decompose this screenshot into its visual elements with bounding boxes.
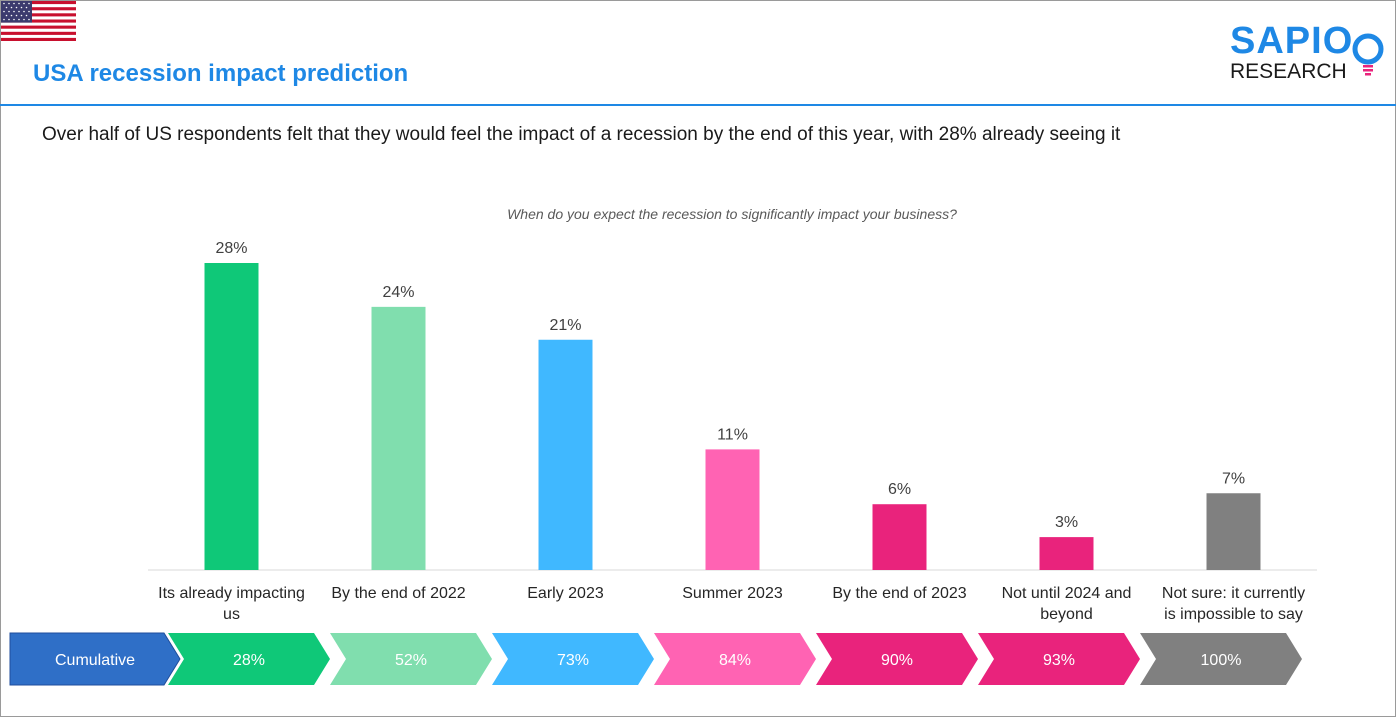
page-title: USA recession impact prediction	[33, 60, 409, 87]
bar	[204, 263, 259, 570]
bar-value-label: 24%	[382, 284, 414, 301]
lightbulb-icon	[1352, 33, 1384, 76]
logo-sub-text: RESEARCH	[1230, 60, 1347, 83]
category-label-line: Not sure: it currently	[1161, 585, 1306, 602]
chart-title: When do you expect the recession to sign…	[507, 206, 957, 222]
category-label-line: Not until 2024 and	[1001, 585, 1132, 602]
cumulative-label-chevron: Cumulative	[9, 632, 181, 686]
category-label-line: us	[223, 606, 240, 623]
chevron-shape	[9, 632, 181, 686]
category-label-line: beyond	[1040, 606, 1093, 623]
header-divider	[0, 104, 1396, 106]
chart-subtitle: Over half of US respondents felt that th…	[42, 124, 1121, 145]
cumulative-value-label: 90%	[881, 652, 913, 669]
cumulative-value-label: 100%	[1201, 652, 1242, 669]
cumulative-value-chevron: 52%	[330, 633, 492, 685]
category-label: Early 2023	[482, 583, 650, 604]
chevron-shape	[978, 633, 1140, 685]
cumulative-value-label: 93%	[1043, 652, 1075, 669]
category-label-line: is impossible to say	[1164, 606, 1303, 623]
cumulative-value-chevron: 84%	[654, 633, 816, 685]
category-label: By the end of 2023	[816, 583, 984, 604]
bar	[872, 504, 927, 570]
category-label-line: Summer 2023	[682, 585, 783, 602]
category-label: Its already impacting us	[148, 583, 316, 625]
sapio-research-logo: SAPIO RESEARCH	[1228, 20, 1388, 86]
category-label-line: By the end of 2022	[331, 585, 466, 602]
bar	[705, 449, 760, 570]
cumulative-value-label: 73%	[557, 652, 589, 669]
bar-value-label: 3%	[1055, 514, 1078, 531]
bar-value-label: 28%	[215, 240, 247, 257]
bar-value-label: 21%	[549, 317, 581, 334]
bar-value-label: 6%	[888, 481, 911, 498]
chevron-shape	[1140, 633, 1302, 685]
category-label: Summer 2023	[649, 583, 817, 604]
cumulative-value-chevron: 90%	[816, 633, 978, 685]
chevron-shape	[816, 633, 978, 685]
chevron-shape	[330, 633, 492, 685]
cumulative-value-chevron: 28%	[168, 633, 330, 685]
chevron-shape	[492, 633, 654, 685]
cumulative-value-label: 28%	[233, 652, 265, 669]
category-label-line: By the end of 2023	[832, 585, 967, 602]
category-label-line: Its already impacting	[158, 585, 305, 602]
bar-value-label: 11%	[717, 426, 748, 443]
cumulative-value-label: 52%	[395, 652, 427, 669]
us-flag-icon	[1, 1, 76, 41]
category-label: Not until 2024 and beyond	[983, 583, 1151, 625]
bar	[1206, 493, 1261, 570]
category-label-line: Early 2023	[527, 585, 604, 602]
bar	[1039, 537, 1094, 570]
logo-main-text: SAPIO	[1230, 20, 1354, 62]
cumulative-value-chevron: 100%	[1140, 633, 1302, 685]
cumulative-value-chevron: 93%	[978, 633, 1140, 685]
bar	[538, 339, 593, 570]
bar-value-label: 7%	[1222, 470, 1245, 487]
chevron-shape	[168, 633, 330, 685]
cumulative-value-chevron: 73%	[492, 633, 654, 685]
category-label: Not sure: it currently is impossible to s…	[1150, 583, 1318, 625]
category-label: By the end of 2022	[315, 583, 483, 604]
cumulative-value-label: 84%	[719, 652, 751, 669]
cumulative-label: Cumulative	[55, 652, 135, 669]
chevron-shape	[654, 633, 816, 685]
bar	[371, 306, 426, 570]
